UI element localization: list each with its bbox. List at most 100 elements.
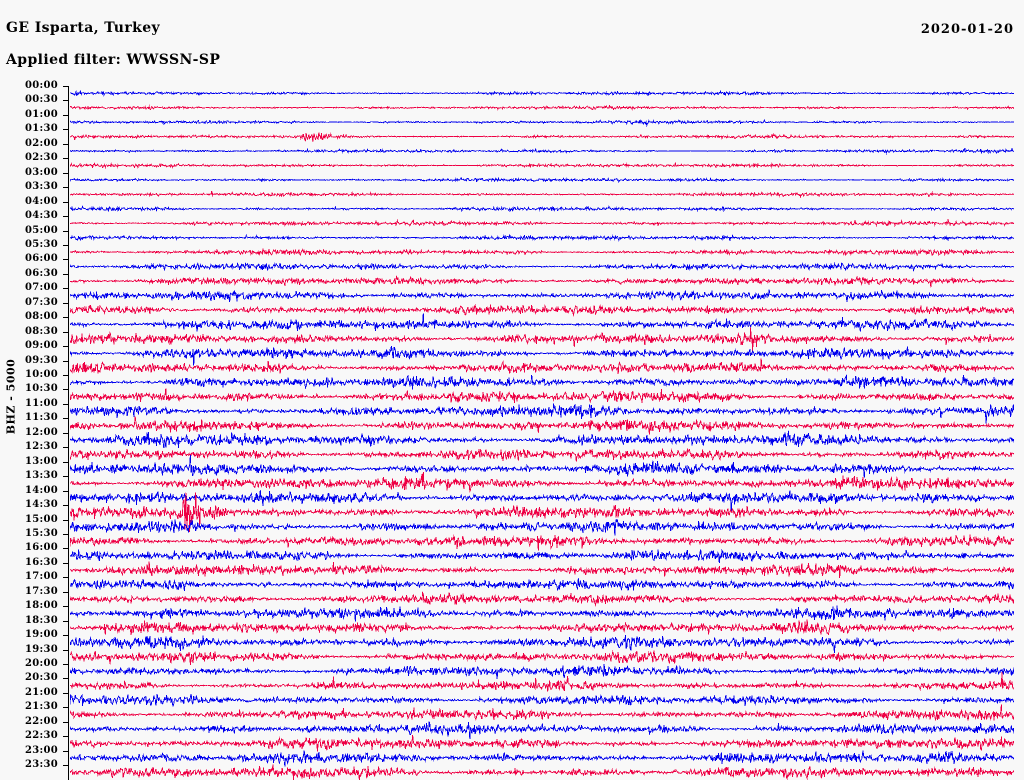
trace-row (70, 518, 1014, 536)
trace-row (70, 591, 1014, 607)
y-tick-mark (63, 129, 69, 131)
y-tick-label: 16:00 (24, 542, 58, 554)
trace-row (70, 303, 1014, 317)
y-tick-mark (63, 476, 69, 478)
trace-row (70, 205, 1014, 213)
y-tick-mark (63, 143, 69, 145)
y-tick-mark (63, 664, 69, 665)
y-tick-label: 20:30 (24, 672, 58, 684)
y-tick-mark (63, 591, 69, 593)
y-tick-label: 05:00 (24, 224, 58, 236)
trace-row (70, 289, 1014, 303)
y-tick-mark (63, 707, 69, 709)
y-tick-label: 01:00 (24, 108, 58, 120)
y-tick-label: 21:00 (24, 686, 58, 698)
y-tick-label: 10:30 (24, 383, 58, 395)
trace-row (70, 750, 1014, 767)
y-tick-mark (63, 172, 69, 174)
y-tick-label: 03:00 (24, 166, 58, 178)
trace-row (70, 634, 1014, 653)
y-tick-label: 07:30 (24, 296, 58, 308)
trace-row (70, 721, 1014, 739)
y-tick-label: 20:00 (24, 658, 58, 669)
y-tick-label: 14:00 (24, 484, 58, 496)
y-tick-mark (63, 692, 69, 694)
y-tick-mark (63, 678, 69, 680)
trace-row (70, 650, 1014, 665)
y-tick-mark (63, 114, 69, 116)
seismogram-canvas (70, 89, 1014, 780)
y-tick-label: 04:00 (24, 195, 58, 207)
y-tick-mark (63, 389, 69, 391)
trace-row (70, 619, 1014, 636)
y-tick-label: 12:00 (24, 426, 58, 438)
y-tick-label: 22:30 (24, 730, 58, 742)
y-tick-label: 15:00 (24, 513, 58, 525)
trace-row (70, 734, 1014, 752)
trace-row (70, 274, 1014, 288)
trace-row (70, 764, 1014, 780)
y-tick-label: 23:30 (24, 759, 58, 771)
y-tick-label: 14:30 (24, 499, 58, 511)
y-tick-label: 19:00 (24, 629, 58, 641)
trace-row (70, 388, 1014, 404)
y-tick-label: 22:00 (24, 715, 58, 727)
trace-row (70, 248, 1014, 257)
y-tick-mark (63, 606, 69, 608)
trace-row (70, 548, 1014, 564)
y-tick-mark (63, 346, 69, 348)
trace-row (70, 403, 1014, 424)
y-tick-mark (63, 216, 69, 218)
trace-row (70, 132, 1014, 142)
trace-row (70, 218, 1014, 228)
trace-row (70, 233, 1014, 242)
trace-row (70, 104, 1014, 111)
y-tick-mark (63, 273, 69, 275)
y-tick-mark (63, 432, 69, 434)
y-tick-label: 09:00 (24, 340, 58, 352)
y-tick-mark (63, 548, 69, 550)
y-tick-label: 17:00 (24, 571, 58, 583)
y-tick-label: 11:30 (24, 412, 58, 424)
y-tick-mark (63, 100, 69, 102)
trace-row (70, 490, 1014, 513)
trace-row (70, 374, 1014, 390)
trace-row (70, 147, 1014, 155)
trace-row (70, 578, 1014, 592)
trace-row (70, 416, 1014, 435)
trace-row (70, 327, 1014, 352)
y-tick-label: 21:30 (24, 701, 58, 713)
trace-row (70, 190, 1014, 199)
y-tick-label: 13:00 (24, 455, 58, 467)
y-tick-label: 01:30 (24, 123, 58, 135)
page-title: GE Isparta, Turkey (6, 20, 161, 36)
y-axis-ticks: 00:00 00:30 01:00 01:30 02:00 02:30 03:00 03:30… (0, 80, 70, 780)
y-tick-label: 03:30 (24, 181, 58, 193)
trace-row (70, 313, 1014, 332)
y-tick-mark (63, 259, 69, 261)
y-tick-label: 05:30 (24, 238, 58, 250)
y-tick-label: 04:30 (24, 210, 58, 222)
y-tick-label: 09:30 (24, 354, 58, 366)
y-tick-label: 23:00 (24, 744, 58, 756)
y-tick-label: 18:30 (24, 614, 58, 626)
trace-row (70, 358, 1014, 374)
trace-row (70, 176, 1014, 184)
trace-row (70, 454, 1014, 478)
y-tick-mark (63, 158, 69, 160)
y-tick-mark (63, 577, 69, 579)
y-tick-label: 16:30 (24, 556, 58, 568)
y-tick-label: 11:00 (24, 397, 58, 409)
y-tick-mark (63, 519, 69, 521)
trace-row (70, 704, 1014, 721)
y-tick-label: 00:00 (24, 80, 58, 91)
y-tick-label: 08:00 (24, 311, 58, 323)
trace-row (70, 162, 1014, 170)
y-tick-mark (63, 302, 69, 304)
y-tick-mark (63, 721, 69, 723)
trace-row (70, 671, 1014, 692)
y-tick-mark (63, 288, 69, 290)
y-tick-label: 02:30 (24, 152, 58, 164)
y-tick-mark (63, 620, 69, 622)
